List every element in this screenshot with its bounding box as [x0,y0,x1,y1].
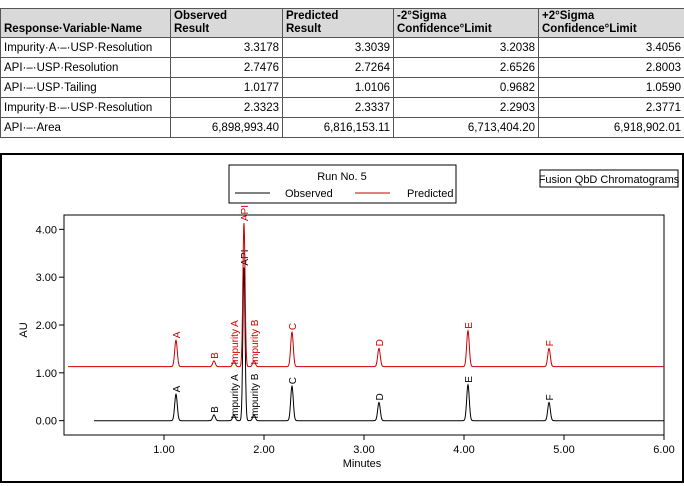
chromatogram-title-box: Fusion QbD Chromatograms [539,170,680,187]
x-tick-label: 6.00 [653,444,674,456]
table-cell: Impurity·B·–·USP·Resolution [1,98,171,118]
table-cell: Impurity·A·–·USP·Resolution [1,38,171,58]
table-cell: 2.3771 [539,98,684,118]
column-header-text: Predicted [286,10,338,22]
table-cell: 6,816,153.11 [283,118,394,138]
table-cell: 0.9682 [394,78,539,98]
column-header-text: Result [174,23,209,35]
table-cell: 1.0177 [171,78,283,98]
chromatogram-panel: 0.00 1.00 2.00 3.00 4.00 1.00 2.00 3.00 4.00 5.00… [0,153,684,483]
table-cell: 1.0590 [539,78,684,98]
table-cell: API·–·Area [1,118,171,138]
table-cell: API·–·USP·Resolution [1,58,171,78]
peak-label: D [375,393,386,400]
y-tick-label: 2.00 [36,320,57,332]
peak-label: B [210,406,221,413]
table-cell: 6,898,993.40 [171,118,283,138]
peak-label: Impurity A [230,374,241,419]
table-row: API·–·USP·Tailing 1.0177 1.0106 0.9682 1… [1,78,684,98]
peak-label: Impurity B [250,373,261,418]
chromatogram-title: Fusion QbD Chromatograms [539,174,680,186]
table-cell: 6,918,902.01 [539,118,684,138]
column-header: Response·Variable·Name [1,9,171,38]
legend-label-observed: Observed [285,188,333,200]
y-axis-label: AU [18,322,30,337]
table-row: API·–·Area 6,898,993.40 6,816,153.11 6,7… [1,118,684,138]
y-tick-label: 0.00 [36,416,57,428]
chart-title: Run No. 5 [317,171,367,183]
y-tick-label: 4.00 [36,224,57,236]
x-tick-label: 2.00 [253,444,274,456]
column-header-text: Response·Variable·Name [4,23,142,35]
x-tick-label: 1.00 [153,444,174,456]
table-cell: 3.2038 [394,38,539,58]
peak-label: C [288,377,299,384]
peak-label: A [172,331,183,338]
x-tick-label: 3.00 [353,444,374,456]
table-row: Impurity·B·–·USP·Resolution 2.3323 2.333… [1,98,684,118]
table-cell: 3.4056 [539,38,684,58]
column-header-text: Confidence°Limit [542,23,637,35]
column-header-text: Observed [174,10,227,22]
peak-label: API [240,205,251,221]
peak-label: F [545,394,556,400]
peak-label: F [545,340,556,346]
peak-label: A [172,385,183,392]
table-cell: 3.3178 [171,38,283,58]
y-tick-label: 3.00 [36,272,57,284]
column-header-text: Confidence°Limit [397,23,492,35]
x-tick-label: 4.00 [453,444,474,456]
table-cell: 2.7476 [171,58,283,78]
table-cell: 3.3039 [283,38,394,58]
peak-label: B [210,352,221,359]
column-header-text: -2°Sigma [397,10,446,22]
table-cell: 1.0106 [283,78,394,98]
table-row: API·–·USP·Resolution 2.7476 2.7264 2.652… [1,58,684,78]
table-cell: 2.3323 [171,98,283,118]
peak-label: API [240,249,251,265]
table-row: Impurity·A·–·USP·Resolution 3.3178 3.303… [1,38,684,58]
legend-label-predicted: Predicted [407,188,453,200]
column-header-text: +2°Sigma [542,10,594,22]
x-tick-label: 5.00 [553,444,574,456]
plot-area: 0.00 1.00 2.00 3.00 4.00 1.00 2.00 3.00 4.00 5.00… [36,205,675,456]
table-cell: 6,713,404.20 [394,118,539,138]
peak-label: E [464,322,475,329]
x-axis-label: Minutes [343,458,382,470]
peak-label: Impurity A [230,320,241,365]
table-cell: 2.8003 [539,58,684,78]
table-cell: 2.3337 [283,98,394,118]
table-cell: API·–·USP·Tailing [1,78,171,98]
plot-frame [64,215,664,435]
trace-predicted [68,223,664,367]
peak-label: Impurity B [250,319,261,364]
table-cell: 2.6526 [394,58,539,78]
peak-label: D [375,339,386,346]
peak-label: C [288,323,299,330]
peak-label: E [464,376,475,383]
table-cell: 2.2903 [394,98,539,118]
column-header-text: Result [286,23,321,35]
legend: Run No. 5 Observed Predicted [229,165,456,203]
table-cell: 2.7264 [283,58,394,78]
y-tick-label: 1.00 [36,368,57,380]
chromatogram-chart: 0.00 1.00 2.00 3.00 4.00 1.00 2.00 3.00 4.00 5.00… [2,155,682,481]
